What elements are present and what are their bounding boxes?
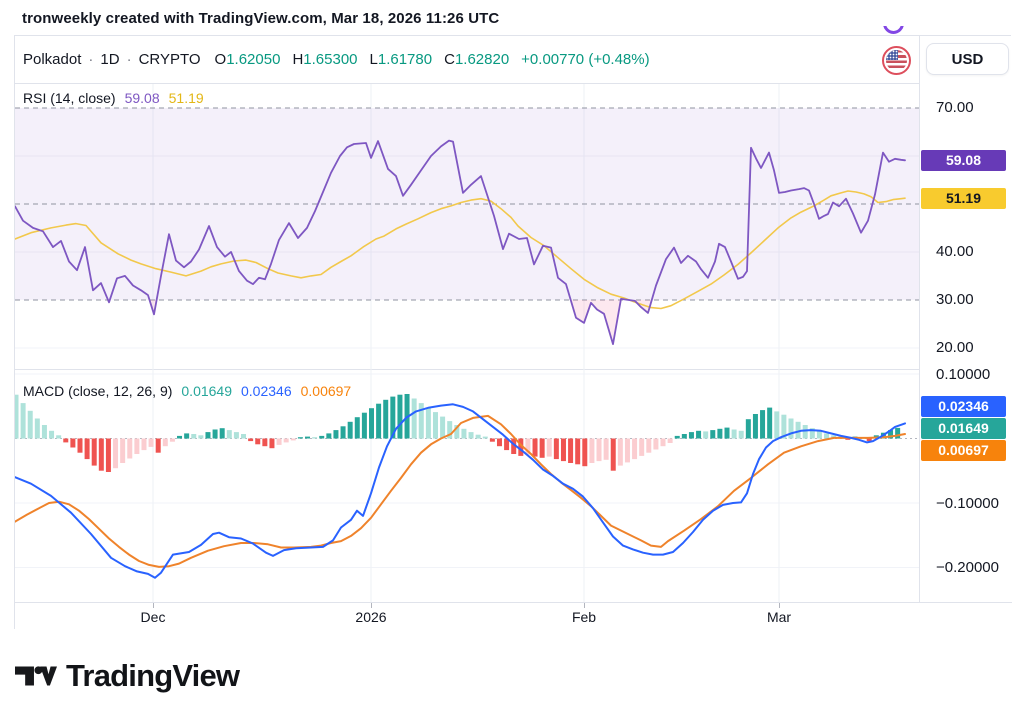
legend-value: 0.00697 [300, 383, 352, 399]
us-flag-icon[interactable] [882, 46, 911, 75]
polkadot-logo-partial-icon [882, 26, 908, 37]
rsi-legend-title: RSI (14, close) [23, 90, 116, 106]
timeframe-label: 1D [100, 51, 120, 68]
attribution-text: tronweekly created with TradingView.com,… [22, 10, 500, 27]
change-value: +0.00770 (+0.48%) [521, 51, 650, 68]
time-tick [371, 603, 372, 608]
separator-dot: · [88, 51, 94, 68]
time-tick [779, 603, 780, 608]
time-label: Mar [766, 609, 792, 625]
axis-label: 30.00 [936, 291, 974, 308]
price-badge: 0.02346 [921, 396, 1006, 417]
time-axis[interactable]: Dec 2026 Feb Mar [15, 602, 1012, 630]
symbol-row: Polkadot · 1D · CRYPTO O1.62050 H1.65300 L… [15, 36, 1010, 84]
separator-dot: · [126, 51, 132, 68]
ohlc-item: C1.62820 [444, 51, 510, 68]
brand-text: TradingView [66, 658, 240, 693]
price-badge: 0.01649 [921, 418, 1006, 439]
time-tick [153, 603, 154, 608]
rsi-pane[interactable] [14, 84, 919, 374]
axis-label: −0.10000 [936, 495, 999, 512]
rsi-oversold-fill [108, 299, 652, 345]
tradingview-glyph-icon [15, 666, 57, 686]
axis-label: 40.00 [936, 243, 974, 260]
price-badge: 51.19 [921, 188, 1006, 209]
macd-pane[interactable] [13, 369, 919, 607]
time-tick [584, 603, 585, 608]
time-label: Dec [140, 609, 166, 625]
axis-label: −0.20000 [936, 559, 999, 576]
legend-value: 51.19 [168, 90, 204, 106]
ohlc-values: O1.62050 H1.65300 L1.61780 C1.62820 [215, 51, 510, 68]
axis-label: 0.10000 [936, 366, 991, 383]
axis-label: 70.00 [936, 99, 974, 116]
rsi-line [14, 139, 906, 346]
legend-value: 0.02346 [241, 383, 292, 399]
ohlc-item: L1.61780 [369, 51, 433, 68]
price-badge: 0.00697 [921, 440, 1006, 461]
rsi-ma-line [14, 190, 906, 310]
legend-value: 0.01649 [181, 383, 232, 399]
macd-histogram [13, 394, 901, 472]
axis-label: 20.00 [936, 339, 974, 356]
macd-legend-title: MACD (close, 12, 26, 9) [23, 383, 173, 399]
currency-usd-button[interactable]: USD [926, 43, 1009, 75]
macd-legend: MACD (close, 12, 26, 9) 0.01649 0.02346 0.0… [23, 383, 351, 399]
symbol-name: Polkadot [23, 51, 82, 68]
exchange-label: CRYPTO [138, 51, 201, 68]
macd-line [14, 403, 906, 579]
tradingview-logo[interactable]: TradingView [15, 652, 240, 700]
legend-value: 59.08 [124, 90, 160, 106]
rsi-legend: RSI (14, close) 59.08 51.19 [23, 90, 204, 106]
time-label: Feb [571, 609, 597, 625]
chart-container: Polkadot · 1D · CRYPTO O1.62050 H1.65300 L… [13, 35, 1012, 630]
price-badge: 59.08 [921, 150, 1006, 171]
ohlc-item: O1.62050 [214, 51, 281, 68]
ohlc-item: H1.65300 [292, 51, 358, 68]
time-label: 2026 [355, 609, 387, 625]
pane-separator[interactable] [15, 369, 1012, 370]
price-axis[interactable] [919, 36, 1012, 602]
